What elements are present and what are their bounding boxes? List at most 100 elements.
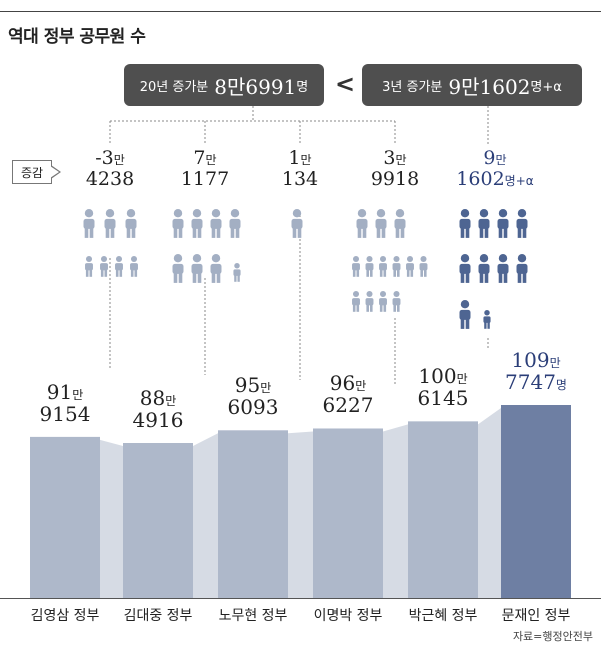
bar-value-rest-line: 9154 [10, 403, 120, 425]
person-icon [478, 263, 490, 274]
bar-value-man: 91 [46, 379, 73, 404]
person-icon [125, 218, 137, 229]
person-icon [100, 255, 108, 263]
bar-value-rest: 7747 [505, 370, 556, 394]
person-icon [394, 218, 406, 229]
person-icon [498, 227, 503, 238]
person-icon [85, 263, 93, 271]
person-icon [230, 209, 240, 218]
bar-1 [30, 436, 100, 598]
person-icon [503, 272, 508, 283]
increment-label: 9만 1602명+α [445, 148, 545, 190]
person-icon [84, 227, 89, 238]
person-icon [479, 227, 484, 238]
increment-rest: 1602명+α [445, 168, 545, 190]
person-icon [392, 263, 401, 271]
person-icon [192, 254, 202, 263]
person-icon [517, 227, 522, 238]
bar-value-rest: 6093 [227, 395, 279, 420]
person-icon [484, 272, 489, 283]
person-icon [381, 227, 386, 238]
person-icon [192, 209, 202, 218]
person-icon [522, 227, 527, 238]
bar-5 [408, 421, 478, 598]
person-icon [173, 272, 178, 283]
increment-rest: 4238 [60, 168, 160, 190]
person-icon [383, 304, 387, 312]
category-label: 김영삼 정부 [30, 608, 100, 624]
person-icon [460, 209, 470, 218]
person-icon [172, 218, 184, 229]
person-icon [115, 269, 119, 277]
bar-6 [501, 405, 571, 598]
person-icon [352, 298, 360, 306]
person-icon [459, 218, 471, 229]
person-icon [460, 300, 470, 309]
person-icon [498, 254, 508, 263]
person-icon [395, 227, 400, 238]
person-icon [497, 263, 509, 274]
person-icon [110, 227, 115, 238]
person-icon [130, 255, 138, 263]
person-icon [173, 227, 178, 238]
person-icon [173, 254, 183, 263]
person-icon [393, 304, 396, 312]
person-icon [234, 275, 237, 282]
bar-value-rest-line: 6227 [293, 394, 403, 416]
bar-value-man-unit: 만 [165, 394, 177, 408]
person-icon [352, 269, 356, 277]
person-icon [393, 255, 400, 263]
person-icon [484, 322, 487, 329]
person-icon [419, 263, 428, 271]
person-icon [487, 322, 490, 329]
top-rule [0, 11, 601, 12]
increment-rest: 134 [250, 168, 350, 190]
person-icon [516, 218, 528, 229]
summary-right-pill: 3년 증가분 9만1602 명+α [362, 64, 582, 106]
person-icon [211, 272, 216, 283]
person-icon [420, 255, 427, 263]
bar-value-label: 95만 6093 [198, 374, 308, 418]
person-icon [356, 304, 360, 312]
person-icon [233, 269, 241, 276]
person-icon [126, 209, 136, 218]
person-icon [292, 209, 302, 218]
person-icon [297, 227, 302, 238]
category-label: 이명박 정부 [313, 608, 383, 624]
person-icon [130, 269, 134, 277]
person-icon [197, 227, 202, 238]
person-icon [85, 269, 89, 277]
person-icon [459, 309, 471, 320]
person-icon [397, 269, 400, 277]
person-icon [479, 254, 489, 263]
person-icon [104, 269, 108, 277]
person-icon [126, 227, 131, 238]
person-icon [115, 255, 123, 263]
increment-label: 1만 134 [250, 148, 350, 190]
person-icon [483, 316, 491, 323]
bar-value-rest: 6227 [322, 393, 374, 418]
person-icon [216, 272, 221, 283]
bar-value-man: 95 [234, 373, 261, 398]
summary-right-value: 9만1602 [448, 74, 531, 99]
person-icon [379, 298, 387, 306]
summary-left-label: 20년 증가분 [139, 79, 209, 95]
person-icon [197, 272, 202, 283]
bar-value-man-unit: 만 [549, 356, 561, 370]
increment-rest-num: 1177 [180, 167, 230, 190]
person-icon [191, 218, 203, 229]
person-icon [89, 269, 93, 277]
category-label: 노무현 정부 [218, 608, 288, 624]
person-icon [465, 318, 470, 329]
person-icon [230, 227, 235, 238]
bar-value-man-unit: 만 [72, 387, 84, 402]
bar-value-man-line: 91만 [10, 381, 120, 403]
increment-unit: 만 [495, 153, 507, 167]
person-icon [237, 275, 240, 282]
person-icon [210, 263, 222, 274]
person-icon [366, 255, 373, 263]
person-icon [410, 269, 414, 277]
person-icon [100, 269, 104, 277]
summary-left-pill: 20년 증가분 8만6991 명 [124, 64, 324, 106]
person-icon [366, 304, 369, 312]
